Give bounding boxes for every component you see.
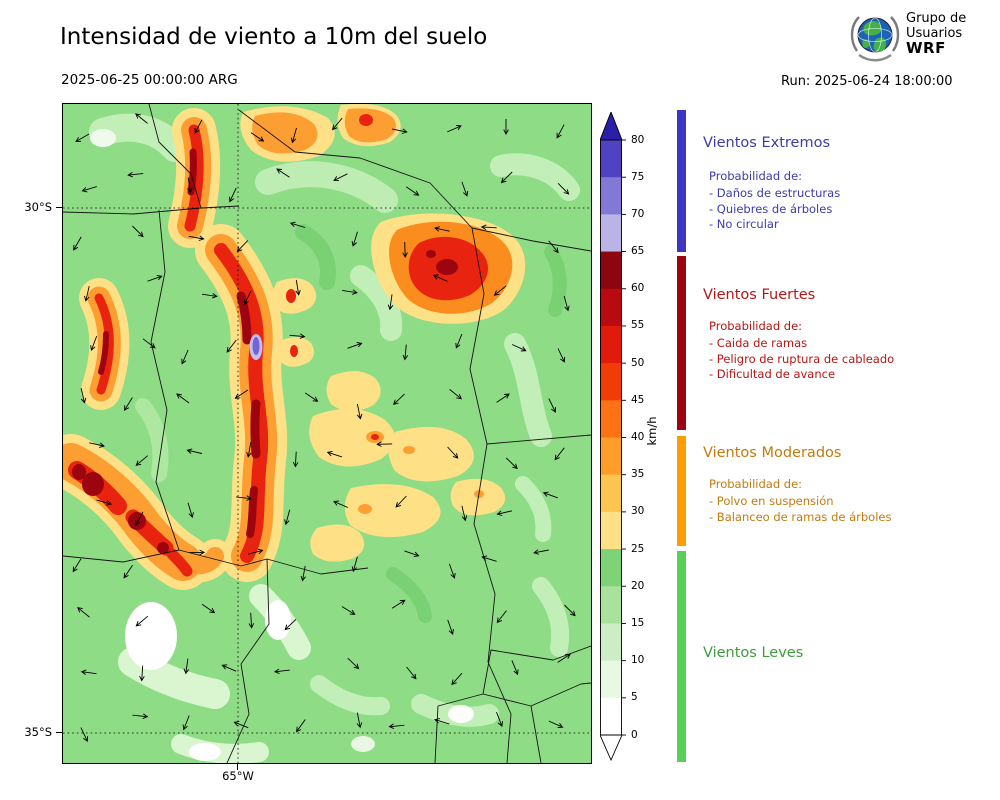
graticule (63, 104, 591, 763)
wind-map-svg (63, 104, 591, 763)
colorbar-tick-label: 45 (631, 393, 645, 406)
colorbar-tick-label: 20 (631, 579, 645, 592)
run-datetime: Run: 2025-06-24 18:00:00 (781, 74, 953, 89)
legend-subtitle-2: Probabilidad de: (709, 477, 803, 491)
colorbar-tick-label: 10 (631, 654, 645, 667)
legend-item: - Quiebres de árboles (709, 201, 833, 216)
lon-label-65w: 65°W (222, 769, 254, 783)
colorbar-scale (599, 110, 658, 766)
legend-bar-1 (677, 256, 686, 430)
legend-bar-3 (677, 551, 686, 762)
colorbar-scale-svg (599, 110, 626, 762)
legend-bar-2 (677, 436, 686, 546)
legend-subtitle-1: Probabilidad de: (709, 319, 803, 333)
colorbar-tick-label: 60 (631, 282, 645, 295)
colorbar-tick-label: 50 (631, 356, 645, 369)
colorbar-tick-label: 80 (631, 133, 645, 146)
colorbar-tick-label: 65 (631, 245, 645, 258)
lat-label-35s: 35°S (24, 725, 52, 739)
legend-title-2: Vientos Moderados (703, 445, 842, 461)
colorbar-tick-label: 5 (631, 691, 638, 704)
contour-fill-layer (63, 104, 591, 763)
lon-tick-65w (237, 764, 238, 770)
legend-item: - Dificultad de avance (709, 367, 836, 381)
colorbar: 80 75 70 65 60 55 50 45 40 35 30 25 20 15 10 5 0 (599, 110, 658, 766)
colorbar-tick-label: 75 (631, 170, 645, 183)
wind-map (62, 103, 592, 764)
legend-item: - Polvo en suspensión (709, 494, 834, 508)
colorbar-tick-label: 70 (631, 207, 645, 220)
logo-text: Grupo de Usuarios WRF (906, 9, 966, 56)
colorbar-tick-label: 25 (631, 542, 645, 555)
page-title: Intensidad de viento a 10m del suelo (60, 24, 488, 50)
colorbar-tick-label: 0 (631, 728, 638, 741)
legend-subtitle-0: Probabilidad de: (709, 169, 803, 183)
globe-logo-icon (850, 16, 900, 62)
legend-bar-0 (677, 110, 686, 252)
lat-label-30s: 30°S (24, 200, 52, 214)
logo: Grupo de Usuarios WRF (849, 9, 966, 63)
colorbar-unit-label: km/h (645, 416, 659, 446)
logo-text-line1: Grupo de (906, 11, 967, 26)
colorbar-tick-label: 15 (631, 616, 645, 629)
legend-item: - Caida de ramas (709, 336, 808, 350)
lat-tick-30s (56, 207, 62, 208)
colorbar-tick-label: 55 (631, 319, 645, 332)
valid-datetime: 2025-06-25 00:00:00 ARG (61, 72, 238, 88)
province-boundaries (63, 104, 591, 763)
legend-title-1: Vientos Fuertes (703, 287, 816, 303)
logo-text-wrf: WRF (906, 39, 946, 57)
legend-title-0: Vientos Extremos (703, 135, 831, 151)
colorbar-tick-label: 35 (631, 468, 645, 481)
legend-item: - Daños de estructuras (709, 186, 841, 200)
legend-item: - Peligro de ruptura de cableado (709, 351, 895, 366)
lat-tick-35s (56, 732, 62, 733)
colorbar-tick-label: 30 (631, 505, 645, 518)
legend-item: - No circular (709, 217, 779, 231)
logo-text-line2: Usuarios (906, 26, 963, 41)
colorbar-tick-label: 40 (631, 431, 645, 443)
legend-title-3: Vientos Leves (703, 645, 804, 661)
wind-arrows (72, 113, 576, 743)
legend-item: - Balanceo de ramas de árboles (709, 509, 892, 524)
